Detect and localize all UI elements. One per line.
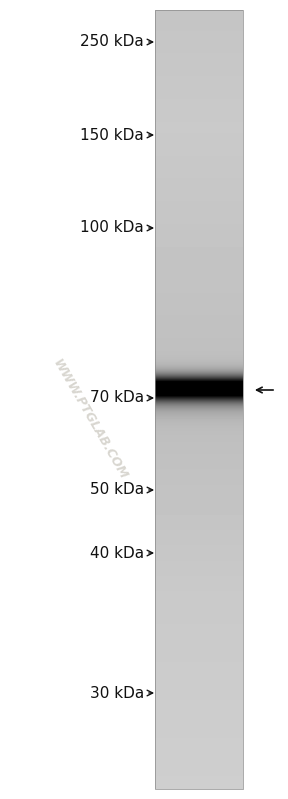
Bar <box>155 10 243 789</box>
Text: 40 kDa: 40 kDa <box>90 546 144 561</box>
Text: 250 kDa: 250 kDa <box>80 34 144 50</box>
Text: 70 kDa: 70 kDa <box>90 391 144 406</box>
Text: 150 kDa: 150 kDa <box>80 128 144 142</box>
Text: 30 kDa: 30 kDa <box>90 686 144 701</box>
Text: 100 kDa: 100 kDa <box>80 221 144 236</box>
Text: WWW.PTGLAB.COM: WWW.PTGLAB.COM <box>50 357 130 483</box>
Text: 50 kDa: 50 kDa <box>90 483 144 498</box>
